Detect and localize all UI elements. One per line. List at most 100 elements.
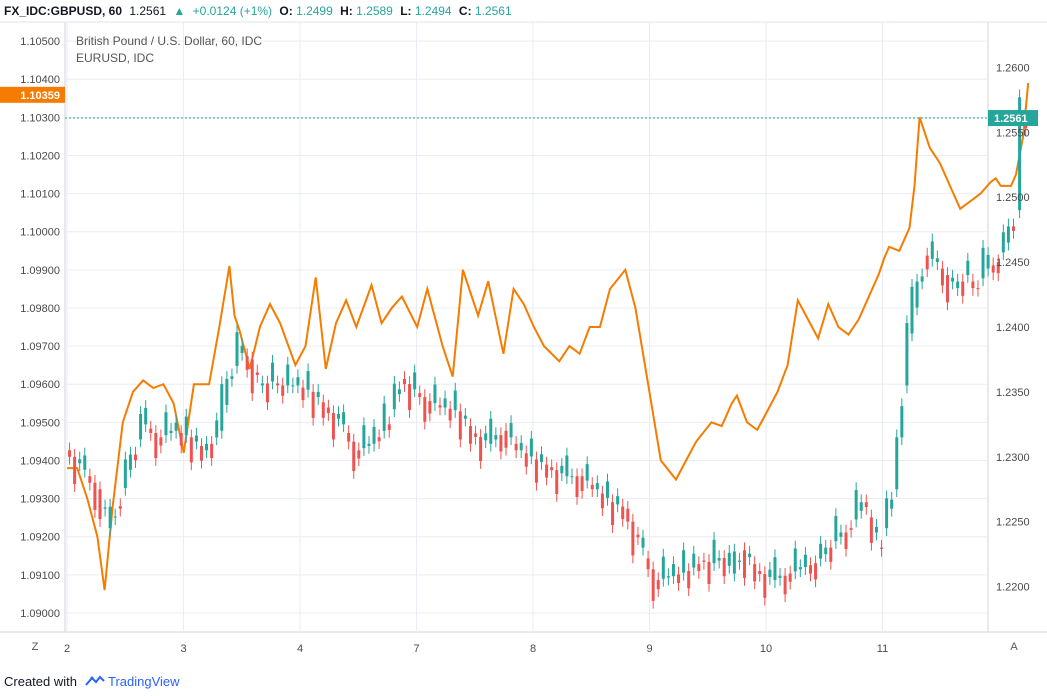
- candle-up: [605, 481, 609, 498]
- candle-down: [474, 433, 478, 437]
- candle-up: [397, 389, 401, 395]
- candle-up: [778, 575, 782, 578]
- candle-down: [326, 407, 330, 414]
- left-tick-label: 1.10100: [20, 189, 60, 201]
- candle-up: [717, 558, 721, 561]
- left-tick-label: 1.09200: [20, 532, 60, 544]
- candle-down: [199, 445, 203, 461]
- candle-up: [342, 412, 346, 425]
- candle-down: [646, 558, 650, 570]
- candle-up: [641, 537, 645, 548]
- candle-down: [702, 560, 706, 562]
- candle-up: [367, 443, 371, 446]
- candle-down: [255, 372, 259, 376]
- symbol-title[interactable]: FX_IDC:GBPUSD, 60: [4, 4, 123, 18]
- left-tick-label: 1.09300: [20, 494, 60, 506]
- candle-up: [798, 567, 802, 570]
- candle-down: [514, 443, 518, 451]
- candle-up: [291, 385, 295, 387]
- candle-down: [245, 356, 249, 370]
- left-zoom-button[interactable]: Z: [31, 641, 39, 653]
- candle-up: [286, 364, 290, 386]
- candle-down: [869, 517, 873, 543]
- candle-up: [194, 435, 198, 442]
- legend-main-series[interactable]: British Pound / U.S. Dollar, 60, IDC: [76, 34, 262, 48]
- candle-down: [925, 255, 929, 270]
- left-tick-label: 1.10400: [20, 74, 60, 86]
- close-label: C:: [458, 4, 472, 18]
- candle-up: [337, 413, 341, 419]
- candle-down: [753, 564, 757, 582]
- right-price-axis: 1.2600 1.2550 1.2500 1.2450 1.2400 1.2350 1.23…: [988, 62, 1038, 594]
- left-tick-label: 1.09800: [20, 303, 60, 315]
- candle-down: [311, 391, 315, 418]
- candle-down: [159, 437, 163, 446]
- left-tick-label: 1.09600: [20, 379, 60, 391]
- candle-down: [321, 402, 325, 418]
- candle-down: [626, 508, 630, 522]
- candle-down: [408, 384, 412, 411]
- time-tick-label: 10: [760, 643, 772, 655]
- candle-up: [128, 454, 132, 470]
- chart-legend: British Pound / U.S. Dollar, 60, IDC EUR…: [76, 34, 262, 65]
- eurusd-compare-line: [67, 82, 1030, 591]
- candle-up: [819, 543, 823, 559]
- tradingview-link[interactable]: TradingView: [108, 674, 180, 689]
- left-price-axis: 1.10500 1.10400 1.10300 1.10200 1.10100 1.100…: [0, 36, 65, 620]
- candle-down: [428, 400, 432, 414]
- symbol-header: FX_IDC:GBPUSD, 60 1.2561 ▲ +0.0124 (+1%)…: [0, 0, 1047, 22]
- left-tick-label: 1.10200: [20, 150, 60, 162]
- candle-down: [621, 506, 625, 520]
- candle-down: [418, 393, 422, 398]
- time-axis: 2 3 4 7 8 9 10 11: [64, 643, 888, 655]
- time-tick-label: 7: [413, 643, 419, 655]
- candle-down: [265, 383, 269, 403]
- auto-scale-button[interactable]: A: [1010, 641, 1018, 653]
- candle-up: [671, 564, 675, 577]
- candle-down: [499, 435, 503, 452]
- high-label: H:: [340, 4, 353, 18]
- candle-up: [560, 465, 564, 474]
- candle-down: [976, 288, 980, 290]
- price-change: +0.0124 (+1%): [192, 4, 273, 18]
- legend-compare-series[interactable]: EURUSD, IDC: [76, 51, 154, 65]
- candle-down: [149, 428, 153, 433]
- candle-up: [732, 551, 736, 574]
- candle-down: [352, 441, 356, 472]
- candle-up: [174, 422, 178, 431]
- candle-down: [656, 580, 660, 590]
- candle-down: [357, 450, 361, 459]
- candle-down: [743, 550, 747, 578]
- candle-down: [377, 437, 381, 442]
- candle-up: [854, 490, 858, 520]
- candle-down: [118, 506, 122, 509]
- candle-up: [682, 550, 686, 573]
- candle-up: [900, 406, 904, 438]
- candle-up: [443, 398, 447, 408]
- candle-down: [68, 450, 72, 457]
- candle-up: [205, 443, 209, 451]
- candle-up: [78, 459, 82, 464]
- candle-up: [859, 502, 863, 511]
- candle-up: [235, 332, 239, 366]
- candle-up: [271, 362, 275, 382]
- candle-up: [981, 247, 985, 279]
- candle-up: [986, 254, 990, 269]
- candle-up: [509, 423, 513, 438]
- right-tick-label: 1.2400: [996, 322, 1030, 334]
- candle-down: [179, 432, 183, 446]
- candle-up: [519, 442, 523, 451]
- price-chart[interactable]: 1.10500 1.10400 1.10300 1.10200 1.10100 1.100…: [0, 0, 1047, 668]
- left-tick-label: 1.09700: [20, 341, 60, 353]
- candle-up: [225, 378, 229, 405]
- footer: Created with TradingView: [0, 668, 1047, 695]
- left-tick-label: 1.10300: [20, 112, 60, 124]
- candle-down: [808, 565, 812, 574]
- candle-down: [524, 453, 528, 467]
- candle-up: [433, 384, 437, 404]
- candle-up: [123, 459, 127, 488]
- candle-up: [1001, 232, 1005, 253]
- candle-up: [890, 499, 894, 509]
- candle-up: [453, 390, 457, 411]
- candle-down: [387, 424, 391, 430]
